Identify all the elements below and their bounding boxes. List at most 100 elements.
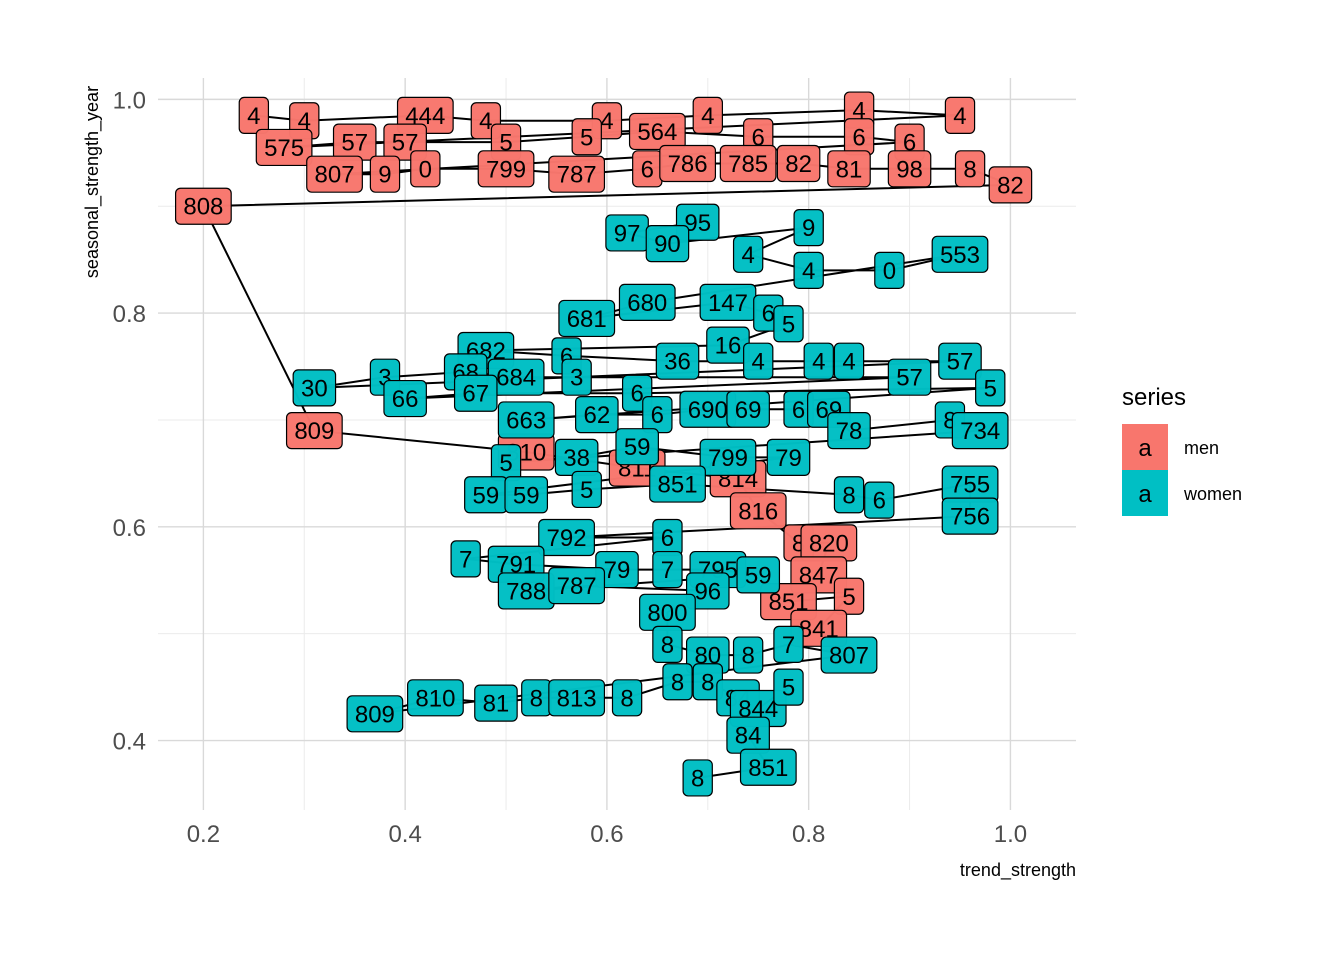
point-label-men: 807 [306, 155, 363, 193]
point-text: 57 [341, 130, 368, 157]
point-text: 98 [896, 156, 923, 183]
point-label-women: 8 [692, 663, 723, 701]
point-text: 809 [294, 418, 334, 445]
x-tick-label: 0.6 [590, 821, 623, 848]
point-label-women: 62 [575, 396, 619, 434]
point-label-women: 97 [605, 214, 649, 252]
legend-label-men: men [1184, 438, 1219, 458]
point-text: 147 [708, 290, 748, 317]
point-label-men: 820 [800, 524, 858, 562]
point-box [558, 299, 616, 338]
point-label-men: 82 [776, 144, 821, 183]
point-box [954, 150, 986, 188]
point-box [548, 155, 606, 193]
point-label-women: 810 [407, 679, 464, 717]
point-box [776, 144, 821, 183]
point-label-women: 67 [453, 374, 498, 412]
point-text: 6 [852, 124, 865, 151]
point-label-women: 8 [662, 663, 693, 701]
point-text: 787 [557, 162, 597, 189]
point-label-men: 808 [174, 187, 232, 225]
point-label-men: 816 [729, 492, 787, 530]
point-text: 786 [668, 151, 708, 178]
point-box [833, 476, 865, 514]
point-box [575, 396, 619, 434]
point-box [504, 476, 549, 514]
point-box [655, 342, 700, 380]
point-text: 5 [984, 375, 997, 402]
point-label-women: 8 [611, 679, 643, 717]
point-label-men: 6 [843, 118, 875, 156]
point-box [346, 695, 404, 733]
point-text: 5 [499, 130, 512, 157]
point-text: 96 [694, 578, 721, 605]
point-label-women: 36 [655, 342, 700, 380]
point-text: 851 [748, 755, 788, 782]
point-text: 7 [459, 546, 472, 573]
point-box [497, 401, 555, 439]
point-label-women: 57 [887, 358, 932, 396]
legend-key-women [1122, 470, 1168, 516]
point-box [407, 679, 464, 717]
point-label-women: 734 [951, 412, 1009, 450]
legend: series a men a women [1122, 384, 1242, 516]
point-box [833, 577, 865, 615]
point-text: 810 [415, 685, 455, 712]
point-box [864, 481, 895, 519]
point-box [699, 438, 757, 476]
point-label-women: 851 [739, 748, 797, 786]
point-label-women: 8 [652, 625, 683, 663]
point-box [306, 155, 363, 193]
point-box [743, 342, 774, 380]
point-label-women: 799 [699, 438, 757, 476]
point-label-women: 4 [793, 251, 824, 289]
point-label-women: 4 [743, 342, 774, 380]
point-label-women: 680 [618, 283, 676, 322]
point-box [450, 540, 481, 578]
point-box [410, 150, 441, 188]
point-label-women: 38 [554, 438, 599, 476]
point-box [944, 96, 976, 135]
point-box [793, 251, 824, 289]
point-text: 5 [580, 124, 593, 151]
point-text: 8 [671, 669, 684, 696]
point-box [793, 209, 824, 247]
point-label-women: 4 [833, 342, 865, 380]
point-box [887, 150, 932, 188]
point-label-men: 82 [988, 166, 1033, 204]
point-label-men: 564 [628, 112, 686, 151]
point-label-men: 9 [369, 155, 401, 193]
point-label-women: 57 [938, 342, 982, 380]
point-text: 6 [641, 156, 654, 183]
point-text: 756 [950, 504, 990, 531]
point-text: 78 [836, 418, 863, 445]
point-label-women: 7 [652, 550, 683, 589]
point-text: 816 [738, 498, 778, 525]
point-label-women: 756 [941, 497, 999, 535]
point-box [174, 187, 232, 225]
point-box [732, 235, 764, 273]
x-axis-title: trend_strength [960, 860, 1076, 881]
point-text: 59 [513, 482, 540, 509]
legend-key-glyph: a [1138, 481, 1152, 508]
point-text: 553 [940, 242, 980, 269]
point-text: 5 [782, 675, 795, 702]
point-label-women: 84 [726, 716, 770, 754]
point-label-men: 4 [692, 96, 723, 135]
point-label-women: 79 [766, 438, 811, 476]
point-label-women: 553 [931, 235, 989, 273]
point-label-women: 9 [793, 209, 824, 247]
point-box [773, 305, 804, 343]
point-text: 787 [557, 573, 597, 600]
point-text: 84 [735, 723, 762, 750]
point-box [548, 679, 606, 717]
legend-label-women: women [1183, 484, 1242, 504]
point-label-women: 4 [803, 342, 834, 380]
point-box [383, 379, 427, 418]
point-label-men: 5 [833, 577, 865, 615]
point-box [820, 636, 878, 674]
point-box [369, 155, 401, 193]
point-text: 6 [873, 488, 886, 515]
